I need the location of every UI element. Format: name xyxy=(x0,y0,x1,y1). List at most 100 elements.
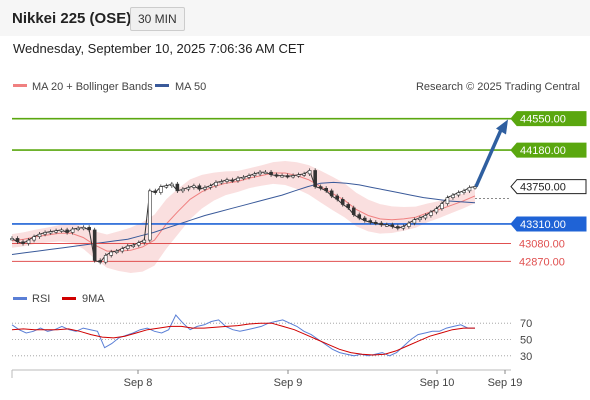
candle-body xyxy=(307,170,312,175)
candle-body xyxy=(219,181,224,184)
candle-body xyxy=(65,229,69,233)
candle-body xyxy=(473,186,477,189)
level-tag-42870: 42870.00 xyxy=(519,256,565,268)
candle-body xyxy=(451,194,455,198)
candle-body xyxy=(368,220,373,223)
candle-body xyxy=(407,222,411,227)
candle-body xyxy=(346,204,351,209)
level-label-44550: 44550.00 xyxy=(520,114,566,126)
candle-body xyxy=(269,171,273,176)
candle-body xyxy=(335,195,340,200)
ma9-legend-swatch xyxy=(62,297,76,300)
candle-body xyxy=(445,197,450,204)
candle-body xyxy=(401,226,406,229)
candle-body xyxy=(236,177,240,181)
candle-body xyxy=(362,217,367,221)
candle-body xyxy=(98,260,102,263)
candle-body xyxy=(467,187,472,192)
candle-body xyxy=(26,239,31,244)
candle-body xyxy=(181,188,185,192)
candle-body xyxy=(147,190,152,241)
level-label-43080: 43080.00 xyxy=(519,238,565,250)
level-box-43310 xyxy=(510,216,587,232)
candle-body xyxy=(214,182,218,187)
rsi-tick-50: 50 xyxy=(520,335,532,347)
x-tick-label: Sep 8 xyxy=(124,377,153,389)
candle-body xyxy=(131,244,136,247)
candle-body xyxy=(175,183,180,192)
candle-body xyxy=(318,186,323,189)
candle-body xyxy=(87,227,91,231)
candle-body xyxy=(197,185,202,190)
candle-body xyxy=(15,238,20,243)
candle-body xyxy=(274,174,279,177)
candle-body xyxy=(32,236,36,241)
candle-body xyxy=(159,186,163,193)
candle-body xyxy=(43,232,47,235)
candle-body xyxy=(285,175,290,178)
candle-body xyxy=(263,171,268,174)
candle-body xyxy=(76,227,80,231)
candle-body xyxy=(418,217,422,221)
candle-body xyxy=(385,224,389,227)
candle-body xyxy=(340,199,345,205)
ma50-line xyxy=(11,181,476,255)
ma20-legend-label: MA 20 + Bollinger Bands xyxy=(32,81,153,93)
ma50-legend-label: MA 50 xyxy=(175,81,206,93)
level-box-44180 xyxy=(510,142,587,158)
candle-body xyxy=(396,226,400,229)
candle-body xyxy=(302,173,306,176)
candle-body xyxy=(390,224,395,227)
candle-body xyxy=(81,227,86,230)
candle-body xyxy=(37,233,42,237)
candle-body xyxy=(54,230,58,233)
rsi-legend-swatch xyxy=(13,297,27,300)
ma9-legend-label: 9MA xyxy=(82,293,105,305)
candle-body xyxy=(412,219,417,224)
candle-body xyxy=(164,185,169,188)
candle-body xyxy=(225,179,229,182)
candle-body xyxy=(230,179,235,182)
candle-body xyxy=(462,190,466,193)
level-box-44550 xyxy=(510,111,587,127)
candle-body xyxy=(429,211,433,216)
candle-body xyxy=(379,222,384,226)
candle-body xyxy=(280,175,284,178)
candle-body xyxy=(329,190,334,197)
candle-body xyxy=(258,171,262,175)
level-tag-43080: 43080.00 xyxy=(519,238,565,250)
ma20-legend-swatch xyxy=(13,84,27,87)
candle-body xyxy=(247,175,251,178)
date-label: Wednesday, September 10, 2025 7:06:36 AM… xyxy=(13,41,305,56)
forecast-arrow-head xyxy=(496,119,508,135)
candle-body xyxy=(103,255,108,263)
level-box-43750 xyxy=(510,179,587,195)
forecast-arrow-shaft xyxy=(474,126,504,188)
rsi-legend-label: RSI xyxy=(32,293,50,305)
candle-body xyxy=(357,214,362,219)
candle-body xyxy=(252,173,257,176)
candle-body xyxy=(351,207,356,215)
candle-body xyxy=(21,241,25,244)
candle-body xyxy=(203,187,207,190)
candle-body xyxy=(120,248,125,252)
candle-body xyxy=(125,245,130,249)
level-label-43310: 43310.00 xyxy=(520,219,566,231)
level-tag-44180: 44180.00 xyxy=(510,142,587,158)
candle-body xyxy=(324,188,328,192)
candle-body xyxy=(70,228,75,233)
instrument-title: Nikkei 225 (OSE) xyxy=(12,10,132,27)
timeframe-button[interactable]: 30 MIN xyxy=(130,7,185,31)
ma9-line xyxy=(11,322,475,356)
candle-body xyxy=(296,174,301,177)
candle-body xyxy=(170,183,174,187)
level-label-44180: 44180.00 xyxy=(520,145,566,157)
level-tag-43750: 43750.00 xyxy=(510,179,587,195)
candle-body xyxy=(153,190,158,193)
candle-body xyxy=(313,170,317,187)
candle-body xyxy=(59,229,64,232)
candle-body xyxy=(109,251,114,256)
candle-body xyxy=(114,250,119,253)
x-tick-label: Sep 19 xyxy=(488,377,523,389)
